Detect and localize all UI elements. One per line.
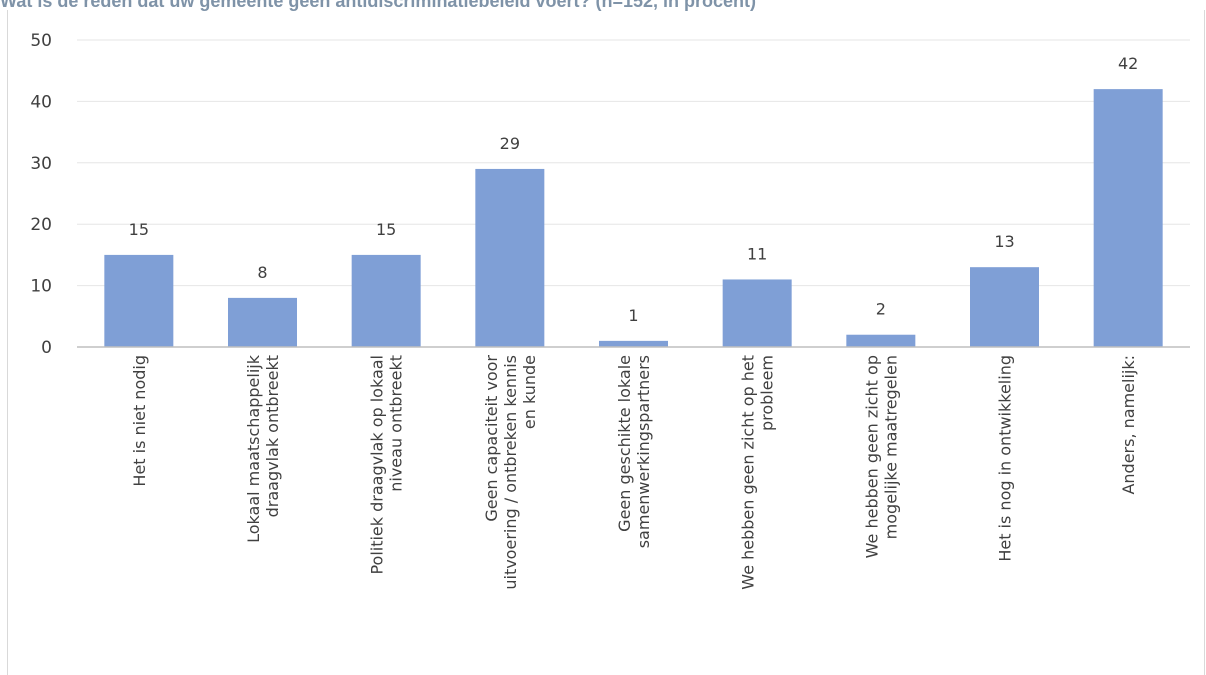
bar — [1093, 89, 1163, 348]
y-tick-label: 0 — [41, 338, 52, 358]
category-label: Het is nog in ontwikkeling — [996, 355, 1015, 562]
category-label-line: Anders, namelijk: — [1119, 355, 1138, 495]
category-label: Geen capaciteit voor uitvoering / ontbrek… — [482, 355, 539, 590]
data-label: 11 — [747, 244, 767, 263]
bar — [475, 168, 545, 347]
category-label: We hebben geen zicht op mogelijke maatreg… — [862, 355, 900, 558]
chart-frame — [7, 10, 1205, 675]
category-label: Het is niet nodig — [130, 355, 149, 487]
data-label: 13 — [994, 232, 1014, 251]
category-label-line: mogelijke maatregelen — [881, 355, 900, 539]
data-label: 2 — [876, 300, 886, 319]
category-label-line: Lokaal maatschappelijk — [244, 354, 263, 543]
bar — [970, 267, 1039, 347]
category-label-line: We hebben geen zicht op — [862, 355, 881, 558]
category-label: Lokaal maatschappelijk draagvlak ontbreek… — [244, 354, 282, 543]
category-label: Politiek draagvlak op lokaal niveau ontbr… — [368, 355, 406, 575]
y-tick-label: 30 — [30, 154, 52, 174]
bar — [722, 279, 792, 347]
bar — [846, 334, 916, 347]
category-label-line: Geen capaciteit voor — [482, 355, 501, 522]
bar — [228, 297, 297, 347]
data-label: 42 — [1118, 54, 1138, 73]
chart-title: Wat is de reden dat uw gemeente geen ant… — [0, 0, 757, 11]
category-label-line: en kunde — [520, 355, 539, 429]
category-label-line: samenwerkingspartners — [634, 355, 653, 548]
data-label: 29 — [500, 134, 520, 153]
category-label-line: uitvoering / ontbreken kennis — [501, 355, 520, 590]
category-label-line: probleem — [758, 355, 777, 431]
category-label-line: Politiek draagvlak op lokaal — [368, 355, 387, 575]
y-tick-label: 10 — [30, 277, 52, 297]
category-label-line: Geen geschikte lokale — [615, 355, 634, 532]
data-label: 15 — [376, 220, 396, 239]
bar — [599, 340, 668, 347]
data-label: 8 — [257, 263, 267, 282]
category-label: Geen geschikte lokale samenwerkingspartne… — [615, 355, 653, 548]
category-label: Anders, namelijk: — [1119, 355, 1138, 495]
category-label-line: We hebben geen zicht op het — [739, 355, 758, 590]
category-label: We hebben geen zicht op het probleem — [739, 355, 777, 590]
bar — [351, 254, 421, 347]
category-label-line: draagvlak ontbreekt — [263, 355, 282, 517]
y-tick-label: 50 — [30, 31, 52, 51]
bar — [104, 254, 174, 347]
data-label: 15 — [129, 220, 149, 239]
data-label: 1 — [628, 306, 638, 325]
category-label-line: Het is nog in ontwikkeling — [996, 355, 1015, 562]
category-label-line: niveau ontbreekt — [387, 355, 406, 492]
category-label-line: Het is niet nodig — [130, 355, 149, 487]
y-tick-label: 20 — [30, 215, 52, 235]
y-tick-label: 40 — [30, 92, 52, 112]
